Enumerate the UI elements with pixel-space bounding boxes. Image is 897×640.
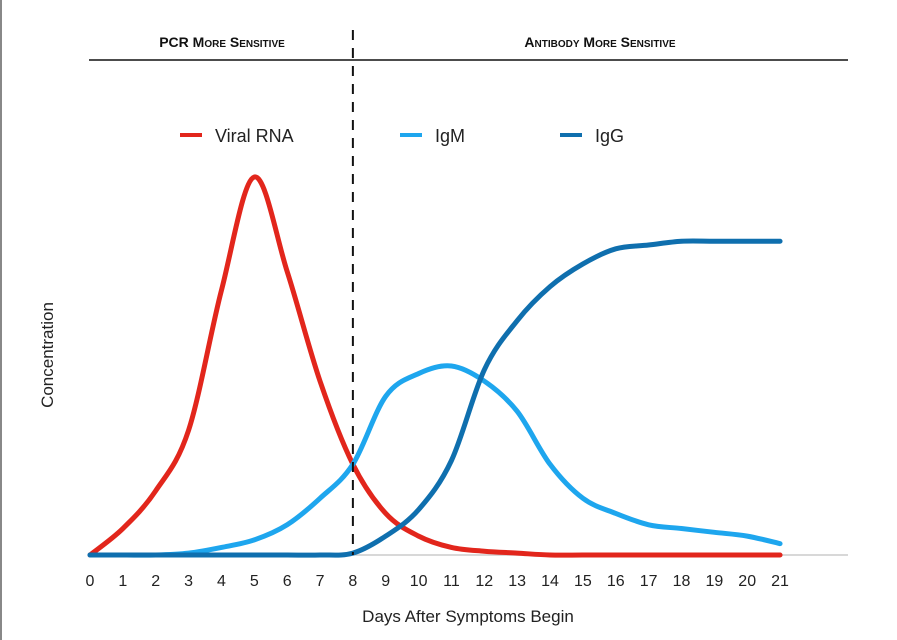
x-tick-label: 11 (443, 573, 460, 590)
x-tick-label: 14 (541, 573, 559, 590)
legend-item: IgM (400, 126, 465, 146)
x-tick-label: 9 (381, 573, 390, 590)
x-axis-label: Days After Symptoms Begin (362, 607, 574, 626)
x-tick-label: 0 (86, 573, 95, 590)
window-border (0, 0, 2, 640)
x-tick-label: 16 (607, 573, 625, 590)
series-line-igm (87, 363, 783, 558)
legend-label: IgG (595, 126, 624, 146)
y-axis-label: Concentration (38, 302, 57, 408)
x-tick-label: 4 (217, 573, 226, 590)
x-tick-label: 13 (508, 573, 526, 590)
legend-item: IgG (560, 126, 624, 146)
legend-item: Viral RNA (180, 126, 294, 146)
legend-label: Viral RNA (215, 126, 294, 146)
legend-label: IgM (435, 126, 465, 146)
x-tick-label: 21 (771, 573, 789, 590)
x-tick-label: 15 (574, 573, 592, 590)
series-line-viral-rna (87, 174, 783, 558)
x-tick-label: 7 (316, 573, 325, 590)
x-tick-label: 12 (475, 573, 493, 590)
x-tick-label: 2 (151, 573, 160, 590)
x-tick-label: 6 (283, 573, 292, 590)
x-tick-label: 5 (250, 573, 259, 590)
x-tick-label: 8 (348, 573, 357, 590)
x-tick-label: 19 (705, 573, 723, 590)
x-tick-label: 1 (118, 573, 127, 590)
series-line-igg (87, 238, 783, 558)
region-label-pcr: PCR More Sensitive (159, 34, 285, 50)
region-label-antibody: Antibody More Sensitive (524, 34, 675, 50)
x-tick-label: 18 (673, 573, 691, 590)
x-tick-label: 3 (184, 573, 193, 590)
x-tick-label: 10 (410, 573, 428, 590)
x-tick-label: 20 (738, 573, 756, 590)
x-tick-label: 17 (640, 573, 658, 590)
